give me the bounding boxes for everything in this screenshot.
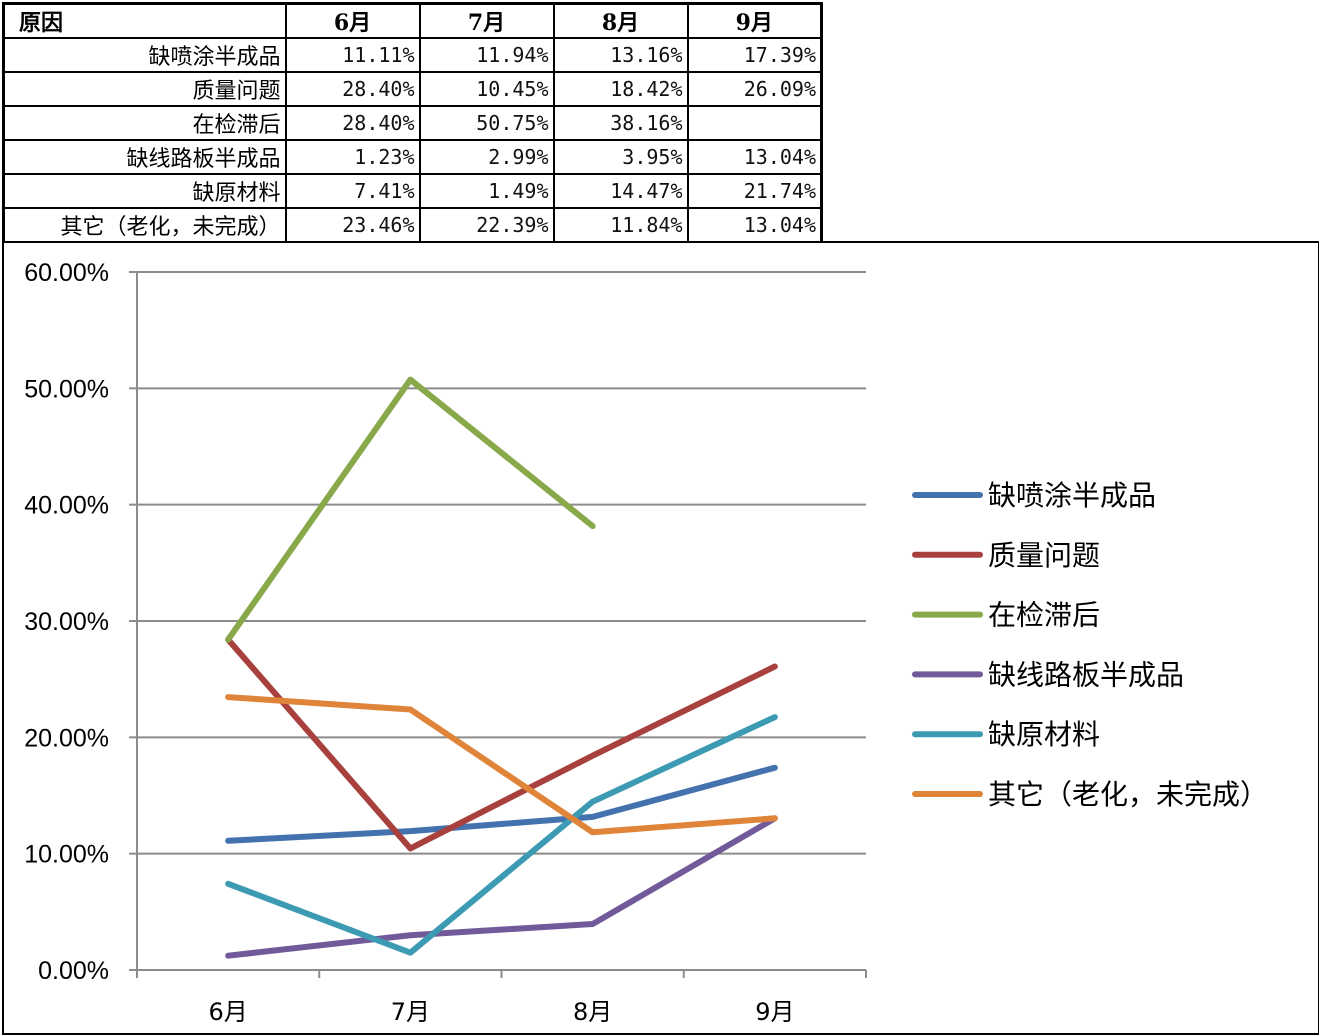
y-tick-label: 50.00% — [24, 375, 109, 403]
y-tick-label: 20.00% — [24, 724, 109, 752]
table-row-label: 缺原材料 — [2, 173, 287, 209]
y-tick-label: 30.00% — [24, 608, 109, 636]
table-row: 其它（老化，未完成） 23.46% 22.39% 11.84% 13.04% — [2, 207, 823, 244]
y-tick-label: 40.00% — [24, 492, 109, 520]
table-cell: 11.94% — [418, 37, 555, 73]
table-cell: 11.11% — [284, 37, 421, 73]
data-table: 原因 6月 7月 8月 9月 缺喷涂半成品 11.11% 11.94% 13.1… — [2, 2, 823, 244]
series-line — [225, 815, 778, 959]
table-row-label: 质量问题 — [2, 71, 287, 107]
y-tick-label: 0.00% — [38, 957, 109, 985]
series-line — [225, 636, 778, 852]
table-cell: 13.04% — [686, 139, 823, 175]
table-header-month: 7月 — [418, 2, 555, 39]
table-cell: 50.75% — [418, 105, 555, 141]
table-cell: 28.40% — [284, 105, 421, 141]
axes: 0.00% 10.00% 20.00% 30.00% 40.00% 50.00% 60.00… — [24, 259, 867, 1026]
table-cell: 1.23% — [284, 139, 421, 175]
x-tick-label: 7月 — [391, 998, 430, 1026]
table-cell: 18.42% — [552, 71, 689, 107]
table-row: 缺线路板半成品 1.23% 2.99% 3.95% 13.04% — [2, 139, 823, 175]
table-header-row: 原因 6月 7月 8月 9月 — [2, 2, 823, 39]
table-header-month: 9月 — [686, 2, 823, 39]
legend-label: 在检滞后 — [988, 599, 1100, 632]
table-cell: 10.45% — [418, 71, 555, 107]
line-chart: 0.00% 10.00% 20.00% 30.00% 40.00% 50.00% 60.00… — [24, 259, 1268, 1026]
series-lines — [225, 376, 778, 959]
legend-label: 其它（老化，未完成） — [988, 778, 1268, 811]
table-cell: 14.47% — [552, 173, 689, 209]
table-cell: 28.40% — [284, 71, 421, 107]
chart-frame: 0.00% 10.00% 20.00% 30.00% 40.00% 50.00% 60.00… — [2, 241, 1319, 1035]
series-line — [225, 764, 778, 844]
x-tick-label: 8月 — [573, 998, 612, 1026]
table-header-reason: 原因 — [2, 2, 287, 39]
table-cell: 26.09% — [686, 71, 823, 107]
x-tick-label: 9月 — [755, 998, 794, 1026]
legend-label: 缺线路板半成品 — [988, 658, 1184, 691]
table-header-month: 8月 — [552, 2, 689, 39]
y-tick-label: 10.00% — [24, 841, 109, 869]
table-row: 缺原材料 7.41% 1.49% 14.47% 21.74% — [2, 173, 823, 209]
table-row: 在检滞后 28.40% 50.75% 38.16% — [2, 105, 823, 141]
gridlines — [137, 271, 866, 855]
table-cell: 2.99% — [418, 139, 555, 175]
series-line — [225, 376, 596, 643]
table-row-label: 缺喷涂半成品 — [2, 37, 287, 73]
y-tick-label: 60.00% — [24, 259, 109, 287]
table-cell: 17.39% — [686, 37, 823, 73]
table-row-label: 在检滞后 — [2, 105, 287, 141]
table-row: 缺喷涂半成品 11.11% 11.94% 13.16% 17.39% — [2, 37, 823, 73]
table-cell: 13.16% — [552, 37, 689, 73]
table-cell: 38.16% — [552, 105, 689, 141]
table-row-label: 其它（老化，未完成） — [2, 207, 287, 244]
table-cell: 3.95% — [552, 139, 689, 175]
table-cell: 11.84% — [552, 207, 689, 244]
series-line — [225, 714, 778, 956]
series-line — [225, 694, 778, 836]
legend-label: 质量问题 — [988, 539, 1100, 572]
table-cell: 1.49% — [418, 173, 555, 209]
legend-label: 缺原材料 — [988, 718, 1100, 751]
table-cell: 7.41% — [284, 173, 421, 209]
table-cell: 22.39% — [418, 207, 555, 244]
legend-label: 缺喷涂半成品 — [988, 479, 1156, 512]
x-tick-label: 6月 — [208, 998, 247, 1026]
table-cell: 21.74% — [686, 173, 823, 209]
table-row-label: 缺线路板半成品 — [2, 139, 287, 175]
table-cell: 23.46% — [284, 207, 421, 244]
table-cell — [686, 105, 823, 141]
table-header-month: 6月 — [284, 2, 421, 39]
table-row: 质量问题 28.40% 10.45% 18.42% 26.09% — [2, 71, 823, 107]
table-cell: 13.04% — [686, 207, 823, 244]
